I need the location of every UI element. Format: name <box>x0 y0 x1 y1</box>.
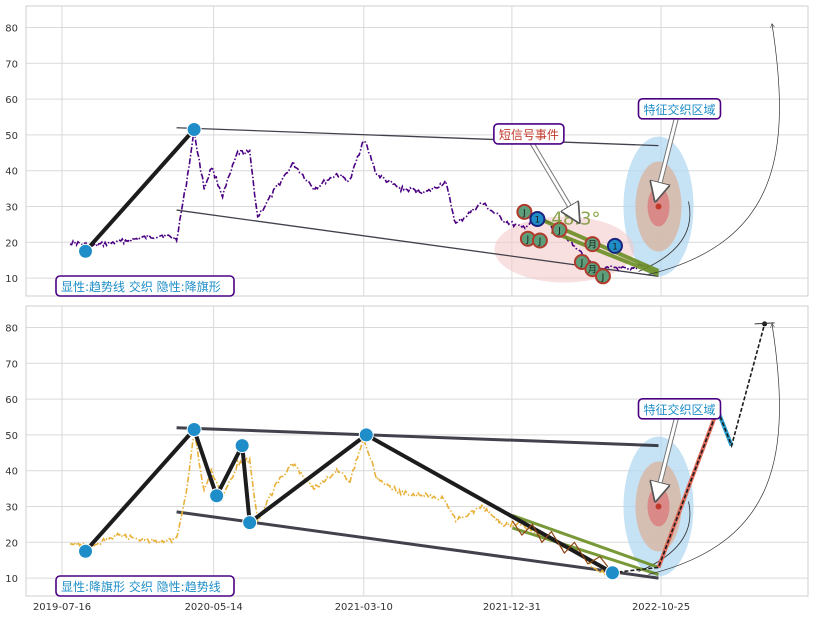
event-marker-1 <box>529 211 546 228</box>
bottom-flag-line-1 <box>511 526 659 576</box>
bottom-ytick-label-10: 10 <box>5 574 18 585</box>
bottom-ytick-label-60: 60 <box>5 395 18 406</box>
event-marker-8 <box>594 268 611 285</box>
event-marker-label-5: J <box>580 258 584 268</box>
projection-end-tick <box>754 322 775 325</box>
bottom-ytick-label-20: 20 <box>5 538 18 549</box>
event-marker-label-8: J <box>601 273 605 283</box>
event-marker-label-6: 月 <box>588 240 597 251</box>
top-annotation-label-0: 短信号事件 <box>499 128 559 142</box>
bottom-pivot-marker-4 <box>242 515 258 531</box>
bottom-annotation-arrow-0 <box>655 417 678 501</box>
event-marker-4 <box>551 221 568 238</box>
bottom-plot-area <box>25 305 809 597</box>
top-ytick-label-30: 30 <box>5 202 18 213</box>
top-annotation-label-1: 特征交织区域 <box>643 102 715 117</box>
top-annotation-arrow-1 <box>655 117 678 201</box>
bottom-flag-line-0 <box>511 514 660 569</box>
event-marker-9 <box>606 237 623 254</box>
top-panel: 1020304050607080J1JJJJ月月J148.3°短信号事件特征交织… <box>5 5 809 297</box>
top-ytick-label-60: 60 <box>5 95 18 106</box>
top-ytick-label-20: 20 <box>5 238 18 249</box>
bottom-panel: 10 20 30 40 50 60 70 80 2019-07-16 2020-05-14 2021… <box>5 305 809 613</box>
xtick-label-3: 2021-12-31 <box>483 602 541 613</box>
bottom-annotation-label-0: 特征交织区域 <box>643 402 715 417</box>
top-annotation-box-0 <box>493 123 565 145</box>
bottom-annotation-box-0 <box>637 398 722 420</box>
top-pattern-label-box <box>55 275 235 297</box>
top-trend-arrow <box>648 24 780 275</box>
top-ytick-label-40: 40 <box>5 167 18 178</box>
top-ytick-label-80: 80 <box>5 23 18 34</box>
top-annotation-box-1 <box>637 98 722 120</box>
bottom-pattern-label-box <box>55 575 235 597</box>
top-plot-content: J1JJJJ月月J148.3° <box>69 24 780 285</box>
bottom-ytick-label-70: 70 <box>5 359 18 370</box>
bottom-ytick-label-30: 30 <box>5 502 18 513</box>
bottom-plot-content <box>69 321 780 581</box>
xtick-label-4: 2022-10-25 <box>632 602 690 613</box>
top-ytick-label-50: 50 <box>5 131 18 142</box>
bottom-pivot-marker-1 <box>186 422 202 438</box>
event-marker-label-7: 月 <box>588 265 597 276</box>
event-marker-label-1: 1 <box>535 216 541 226</box>
xtick-label-0: 2019-07-16 <box>33 602 91 613</box>
event-marker-label-3: J <box>538 237 542 247</box>
xtick-label-2: 2021-03-10 <box>335 602 393 613</box>
top-annotation-arrow-0 <box>530 142 579 222</box>
bottom-zone-center <box>655 503 662 510</box>
bottom-price-line <box>69 432 614 578</box>
top-plot-area <box>25 5 809 297</box>
event-marker-label-9: 1 <box>612 242 618 252</box>
top-pivot-marker-1 <box>186 122 202 138</box>
bottom-ytick-label-40: 40 <box>5 467 18 478</box>
event-marker-6 <box>584 236 601 253</box>
bottom-flag-zigzag <box>511 520 613 574</box>
xtick-label-1: 2020-05-14 <box>185 602 243 613</box>
event-marker-label-4: J <box>557 226 561 236</box>
top-flag-line-1 <box>550 229 660 277</box>
event-marker-0 <box>516 203 533 220</box>
bottom-pivot-marker-2 <box>209 488 225 504</box>
bottom-ytick-label-80: 80 <box>5 323 18 334</box>
bottom-ytick-label-50: 50 <box>5 431 18 442</box>
top-ytick-label-70: 70 <box>5 59 18 70</box>
top-ytick-label-10: 10 <box>5 274 18 285</box>
bottom-pivot-marker-0 <box>78 543 94 559</box>
bottom-pattern-label: 显性:降旗形 交织 隐性:趋势线 <box>61 579 221 594</box>
bottom-pivot-marker-3 <box>234 438 250 454</box>
top-pattern-label: 显性:趋势线 交织 隐性:降旗形 <box>61 279 221 294</box>
bottom-pivot-marker-6 <box>604 565 620 581</box>
bottom-trend-arrow <box>648 324 780 575</box>
event-marker-label-2: J <box>526 235 530 245</box>
projection-path-2 <box>612 323 766 574</box>
top-channel-line-0 <box>176 127 659 147</box>
bottom-channel-line-0 <box>176 426 659 448</box>
bottom-pivot-marker-5 <box>358 427 374 443</box>
top-pivot-marker-0 <box>78 243 94 259</box>
event-marker-label-0: J <box>522 208 526 218</box>
event-marker-3 <box>531 232 548 249</box>
top-zone-center <box>655 203 662 210</box>
top-trend-path <box>83 127 197 254</box>
